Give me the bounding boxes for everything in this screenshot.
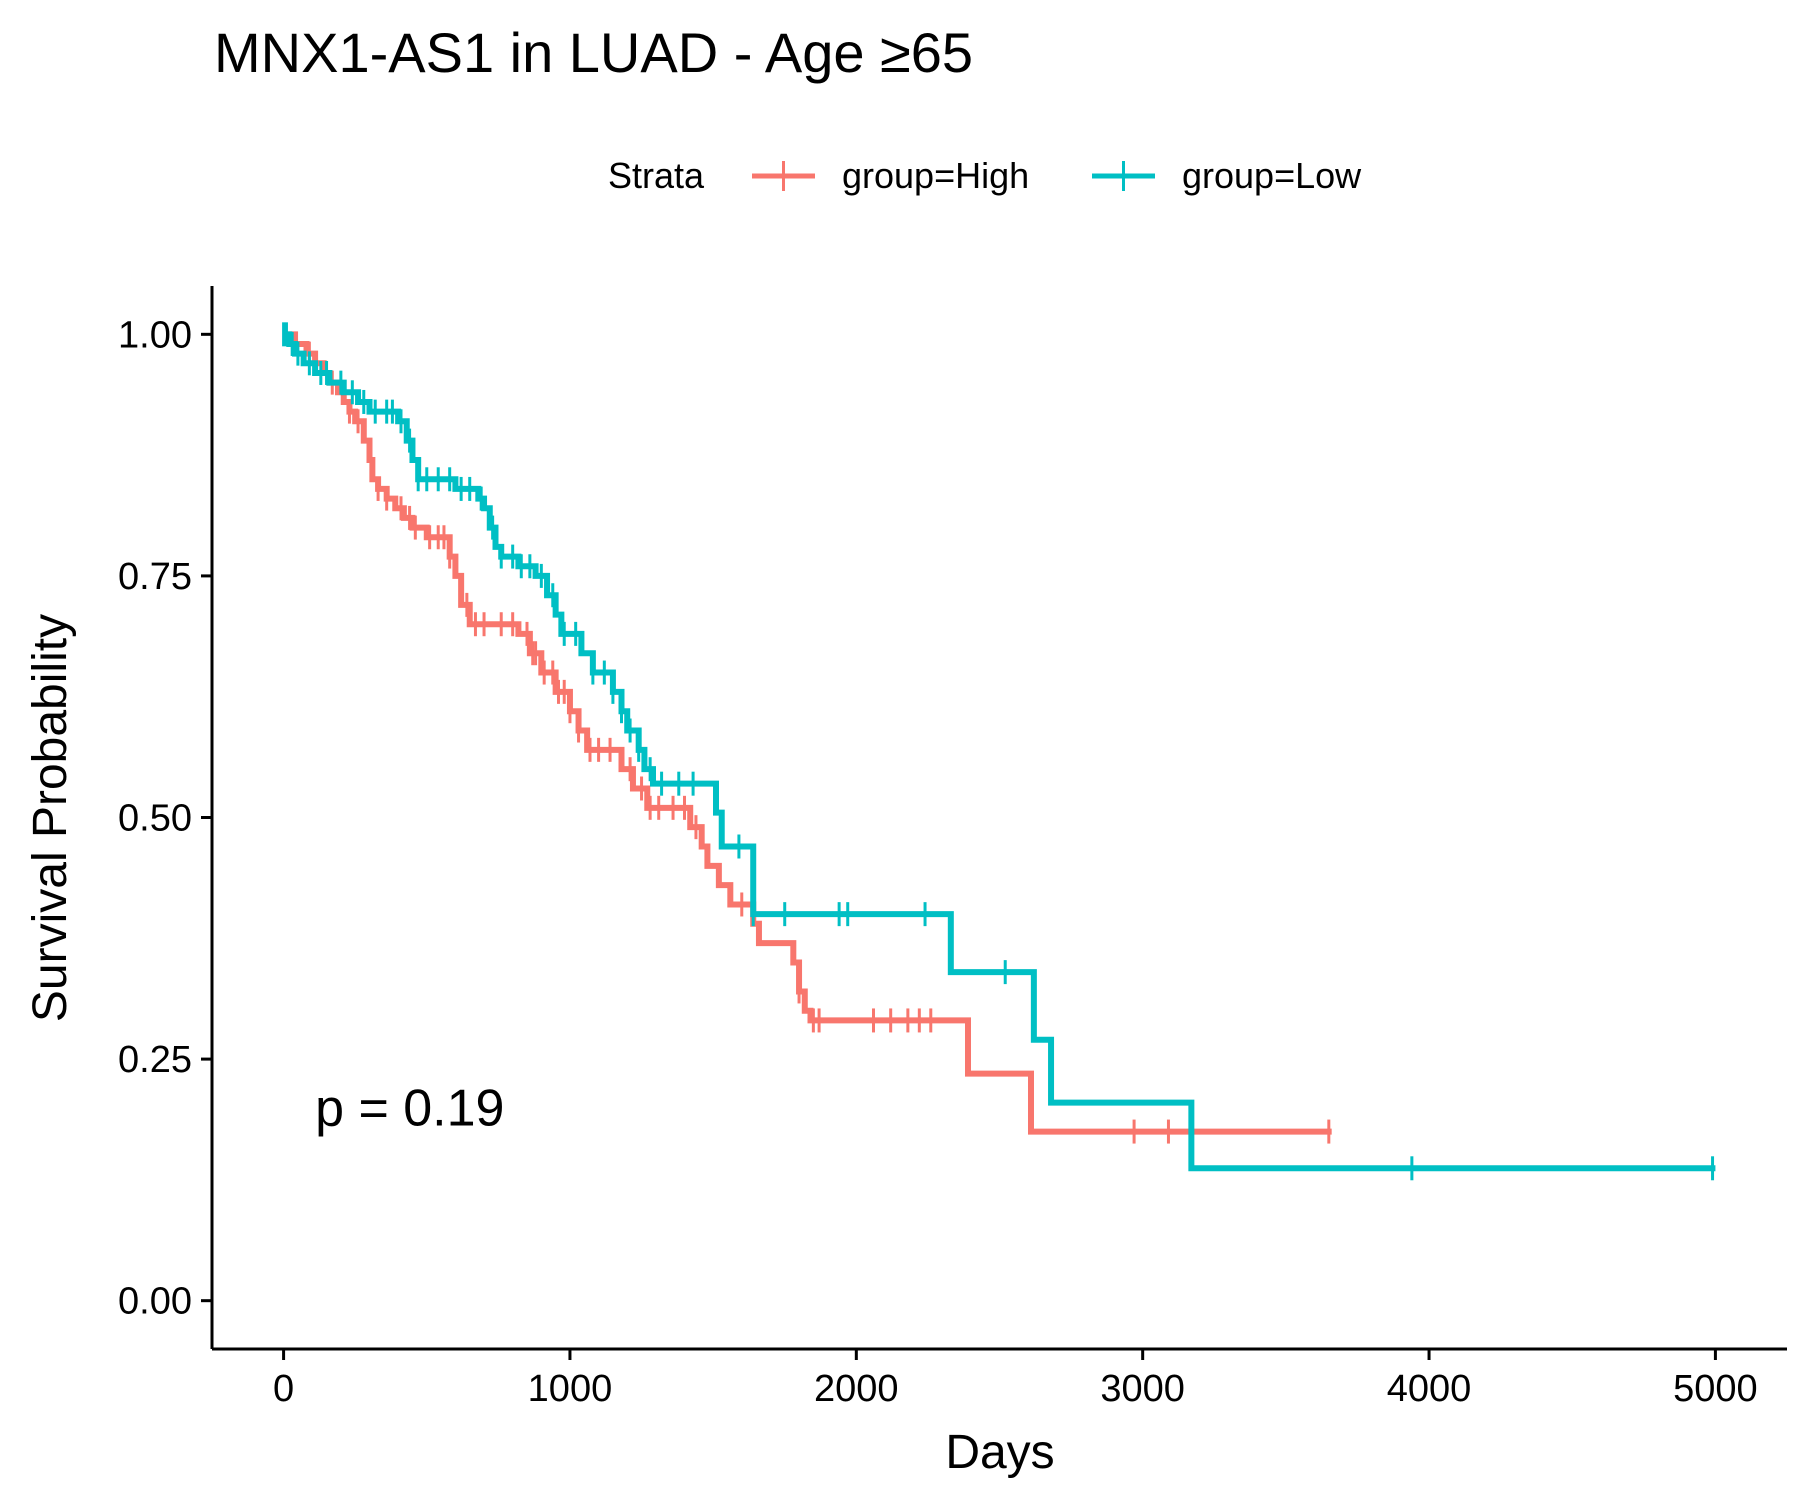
series-high: [283, 331, 1332, 1144]
x-tick-label: 0: [273, 1368, 294, 1410]
y-tick-label: 0.75: [118, 556, 192, 598]
plot-area: [282, 322, 1716, 1181]
y-tick-label: 1.00: [118, 314, 192, 356]
x-axis: 0 1000 2000 3000 4000 5000: [212, 1347, 1787, 1410]
x-ticks: 0 1000 2000 3000 4000 5000: [273, 1349, 1758, 1410]
y-ticks: 0.00 0.25 0.50 0.75 1.00: [118, 314, 212, 1323]
x-tick-label: 2000: [814, 1368, 899, 1410]
legend-title: Strata: [608, 155, 705, 196]
survival-curve: [283, 331, 1716, 1172]
y-tick-label: 0.25: [118, 1039, 192, 1081]
x-tick-label: 1000: [528, 1368, 613, 1410]
y-axis: 0.00 0.25 0.50 0.75 1.00: [118, 286, 214, 1349]
x-tick-label: 5000: [1673, 1368, 1758, 1410]
y-tick-label: 0.00: [118, 1281, 192, 1323]
legend-label-low: group=Low: [1182, 155, 1362, 196]
x-axis-title: Days: [945, 1426, 1054, 1479]
x-tick-label: 3000: [1100, 1368, 1185, 1410]
series-low: [282, 322, 1716, 1181]
x-tick-label: 4000: [1387, 1368, 1472, 1410]
legend-label-high: group=High: [842, 155, 1029, 196]
chart-title: MNX1-AS1 in LUAD - Age ≥65: [214, 21, 973, 84]
y-tick-label: 0.50: [118, 798, 192, 840]
p-value-annotation: p = 0.19: [315, 1079, 504, 1137]
survival-curve: [283, 331, 1332, 1135]
legend: Strata group=High group=Low: [608, 155, 1362, 196]
y-axis-title: Survival Probability: [24, 614, 77, 1022]
